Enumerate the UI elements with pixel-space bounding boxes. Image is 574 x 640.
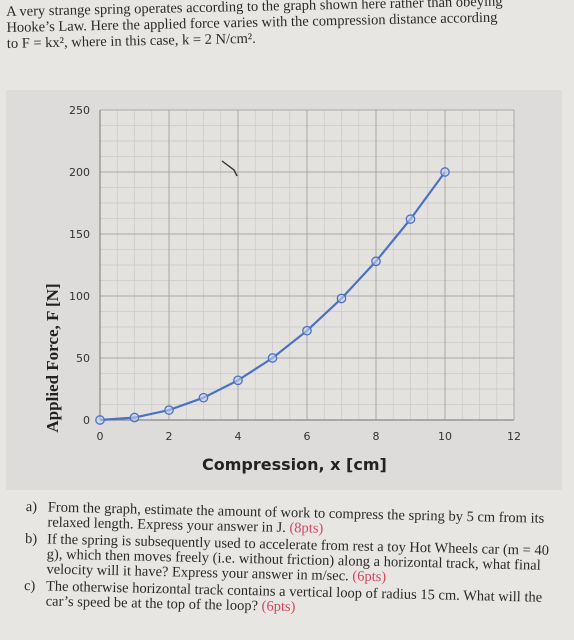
data-point — [164, 405, 174, 415]
y-axis-label: Applied Force, F [N] — [43, 283, 62, 432]
data-point — [440, 167, 450, 177]
chart-grid — [99, 109, 515, 421]
y-tick-labels: 0 50 100 150 200 250 — [69, 104, 90, 427]
y-tick-label: 250 — [69, 104, 90, 117]
data-point — [405, 214, 416, 224]
question-label: c) — [23, 577, 36, 595]
y-tick-label: 0 — [83, 414, 90, 427]
y-tick-label: 150 — [69, 228, 90, 241]
chart-series — [95, 167, 450, 425]
x-tick-label: 10 — [438, 430, 452, 443]
pen-mark — [221, 160, 238, 177]
y-tick-label: 100 — [69, 290, 90, 303]
data-point — [95, 415, 105, 425]
y-tick-label: 200 — [69, 166, 90, 179]
question-points: (8pts) — [289, 519, 324, 537]
x-tick-label: 12 — [507, 430, 521, 443]
question-list: a) From the graph, estimate the amount o… — [23, 499, 565, 623]
question-points: (6pts) — [352, 568, 387, 586]
data-point — [129, 412, 140, 423]
data-point — [371, 256, 381, 267]
x-tick-label: 8 — [373, 430, 380, 443]
x-axis-label: Compression, x [cm] — [202, 455, 387, 474]
x-tick-label: 2 — [166, 430, 173, 443]
data-point — [302, 325, 312, 336]
x-tick-labels: 0 2 4 6 8 10 12 — [97, 430, 522, 443]
data-point — [336, 293, 347, 304]
y-tick-label: 50 — [76, 352, 90, 365]
data-point — [198, 392, 209, 403]
x-tick-label: 6 — [304, 430, 311, 443]
data-point — [233, 375, 243, 386]
x-tick-label: 4 — [235, 430, 242, 443]
problem-intro: A very strange spring operates according… — [6, 0, 567, 52]
chart-canvas: 0 50 100 150 200 250 0 2 4 6 8 10 12 Compression, x… — [43, 104, 522, 474]
data-point — [267, 353, 278, 363]
x-tick-label: 0 — [97, 430, 104, 443]
force-compression-chart: 0 50 100 150 200 250 0 2 4 6 8 10 12 Compression, x… — [6, 90, 562, 490]
question-label: b) — [24, 530, 38, 548]
question-points: (6pts) — [261, 598, 296, 616]
chart-axes — [99, 110, 514, 421]
question-label: a) — [25, 499, 38, 516]
